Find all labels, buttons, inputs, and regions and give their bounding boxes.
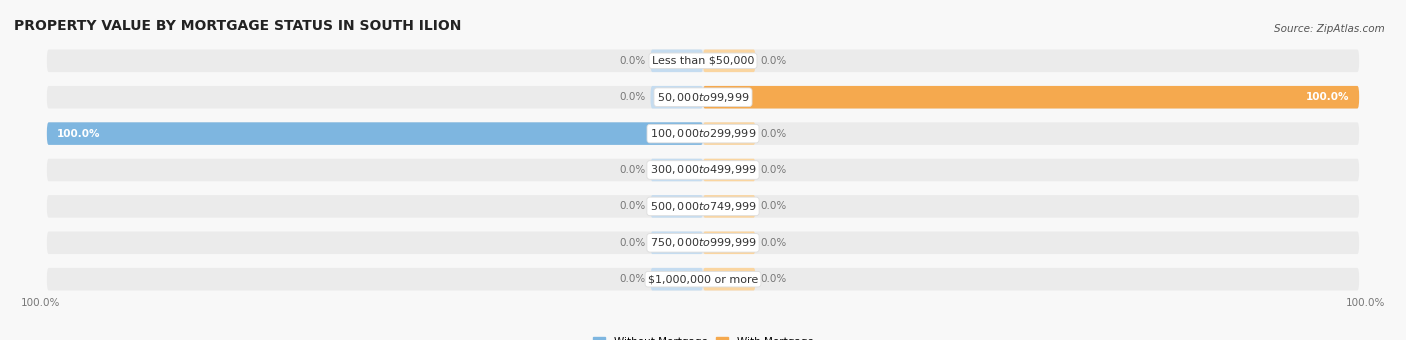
FancyBboxPatch shape [46, 122, 1360, 145]
FancyBboxPatch shape [651, 159, 703, 181]
Text: 0.0%: 0.0% [761, 129, 787, 139]
FancyBboxPatch shape [703, 268, 755, 290]
FancyBboxPatch shape [703, 232, 755, 254]
Text: 0.0%: 0.0% [761, 165, 787, 175]
Text: 0.0%: 0.0% [761, 56, 787, 66]
FancyBboxPatch shape [651, 268, 703, 290]
FancyBboxPatch shape [46, 195, 1360, 218]
FancyBboxPatch shape [703, 50, 755, 72]
FancyBboxPatch shape [703, 122, 755, 145]
Text: 0.0%: 0.0% [619, 56, 645, 66]
FancyBboxPatch shape [703, 159, 755, 181]
FancyBboxPatch shape [46, 268, 1360, 290]
Text: $500,000 to $749,999: $500,000 to $749,999 [650, 200, 756, 213]
Text: PROPERTY VALUE BY MORTGAGE STATUS IN SOUTH ILION: PROPERTY VALUE BY MORTGAGE STATUS IN SOU… [14, 19, 461, 33]
Text: 100.0%: 100.0% [1306, 92, 1350, 102]
Text: Less than $50,000: Less than $50,000 [652, 56, 754, 66]
Text: Source: ZipAtlas.com: Source: ZipAtlas.com [1274, 24, 1385, 34]
Text: 100.0%: 100.0% [21, 298, 60, 308]
FancyBboxPatch shape [46, 50, 1360, 72]
Text: 0.0%: 0.0% [619, 201, 645, 211]
Text: $1,000,000 or more: $1,000,000 or more [648, 274, 758, 284]
FancyBboxPatch shape [46, 159, 1360, 181]
Text: 0.0%: 0.0% [761, 274, 787, 284]
Text: 0.0%: 0.0% [619, 165, 645, 175]
Text: $100,000 to $299,999: $100,000 to $299,999 [650, 127, 756, 140]
Text: 100.0%: 100.0% [56, 129, 100, 139]
Text: 0.0%: 0.0% [619, 274, 645, 284]
Text: $50,000 to $99,999: $50,000 to $99,999 [657, 91, 749, 104]
FancyBboxPatch shape [651, 195, 703, 218]
FancyBboxPatch shape [46, 122, 703, 145]
Text: 0.0%: 0.0% [761, 238, 787, 248]
Legend: Without Mortgage, With Mortgage: Without Mortgage, With Mortgage [589, 333, 817, 340]
FancyBboxPatch shape [651, 86, 703, 108]
FancyBboxPatch shape [46, 86, 1360, 108]
Text: $300,000 to $499,999: $300,000 to $499,999 [650, 164, 756, 176]
Text: 100.0%: 100.0% [1346, 298, 1385, 308]
FancyBboxPatch shape [703, 86, 1360, 108]
FancyBboxPatch shape [46, 232, 1360, 254]
FancyBboxPatch shape [651, 50, 703, 72]
Text: 0.0%: 0.0% [619, 92, 645, 102]
FancyBboxPatch shape [651, 232, 703, 254]
FancyBboxPatch shape [703, 195, 755, 218]
Text: 0.0%: 0.0% [619, 238, 645, 248]
Text: $750,000 to $999,999: $750,000 to $999,999 [650, 236, 756, 249]
Text: 0.0%: 0.0% [761, 201, 787, 211]
